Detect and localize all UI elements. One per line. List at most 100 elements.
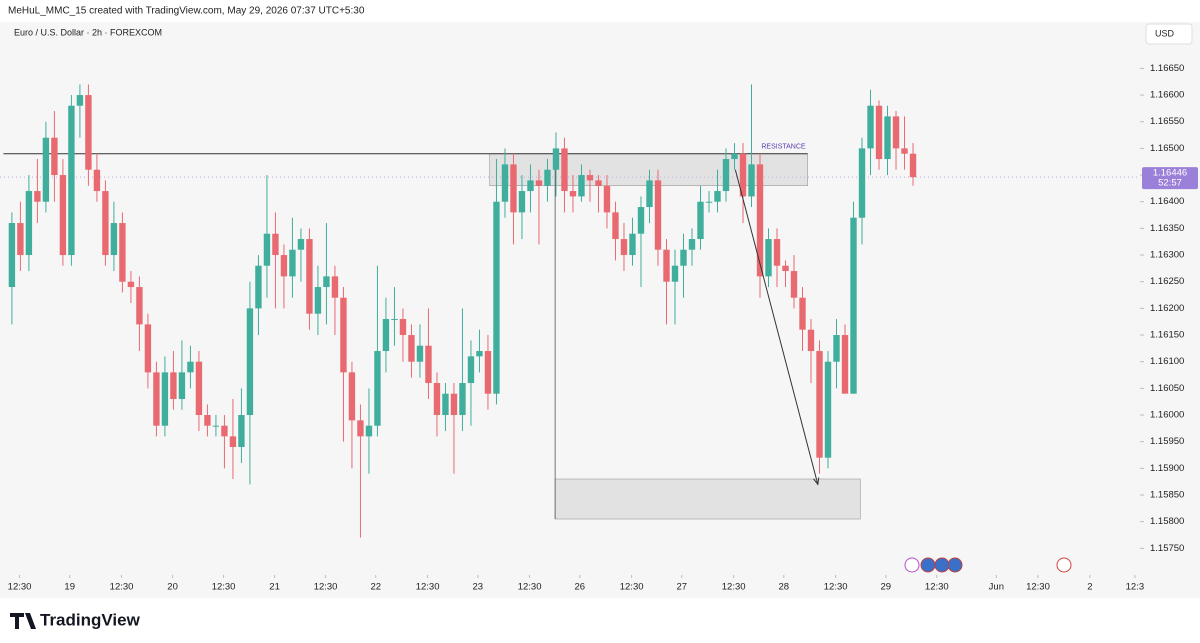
y-tick-label: 1.16000	[1150, 410, 1184, 421]
candle-body	[450, 393, 458, 416]
candle-body	[68, 105, 75, 256]
candle-body	[841, 335, 849, 394]
zone	[554, 478, 861, 520]
candle-body	[501, 164, 509, 202]
candle-body	[586, 175, 594, 181]
resistance-label: RESISTANCE	[761, 144, 806, 151]
candle-body	[578, 175, 585, 197]
candle-body	[255, 265, 262, 309]
x-tick-label: 22	[370, 582, 381, 593]
candle-body	[603, 185, 611, 213]
countdown: 52:57	[1158, 178, 1182, 189]
brand: TradingView	[40, 610, 141, 629]
candle-body	[34, 191, 41, 202]
candle-body	[246, 308, 254, 416]
currency-box[interactable]	[1145, 23, 1193, 45]
candle-body	[595, 180, 602, 186]
candle-body	[816, 351, 823, 458]
candle-body	[382, 319, 390, 352]
x-tick-label: 12:30	[314, 582, 338, 593]
candle-body	[807, 329, 815, 352]
candle-body	[314, 287, 322, 314]
candle-body	[280, 255, 288, 277]
candle-body	[858, 148, 866, 218]
x-tick-label: 12:30	[416, 582, 440, 593]
candle-body	[850, 217, 857, 394]
candle-body	[875, 105, 883, 160]
candle-body	[187, 361, 194, 373]
candle-body	[748, 164, 755, 197]
candle-body	[671, 265, 679, 282]
candle-body	[459, 383, 466, 416]
candle-body	[51, 137, 58, 176]
candle-body	[153, 372, 160, 426]
y-tick-label: 1.15950	[1150, 436, 1184, 447]
candle-body	[765, 239, 772, 277]
candle-body	[365, 425, 373, 437]
y-tick-label: 1.15800	[1150, 516, 1184, 527]
candle-body	[637, 207, 645, 234]
candle-body	[799, 297, 806, 330]
candle-body	[391, 319, 398, 321]
candle-body	[340, 297, 347, 373]
last-price-box	[1142, 167, 1198, 190]
candle-body	[901, 148, 908, 154]
y-tick-label: 1.16600	[1150, 90, 1184, 101]
candle-body	[629, 233, 636, 256]
candle-body	[731, 153, 738, 160]
candle-body	[229, 436, 237, 448]
candle-body	[884, 116, 891, 160]
candle-body	[263, 233, 271, 266]
candle-body	[119, 223, 126, 282]
candle-body	[425, 345, 432, 384]
candle-body	[221, 425, 228, 437]
candle-body	[646, 180, 653, 208]
currency[interactable]: USD	[1155, 28, 1175, 38]
candle-body	[42, 137, 50, 202]
candle-body	[374, 351, 381, 426]
candle-body	[552, 148, 560, 170]
candle-body	[408, 335, 415, 362]
candle-body	[527, 180, 534, 192]
x-tick-label: 21	[269, 582, 280, 593]
candle-body	[909, 153, 917, 178]
candle-body	[76, 95, 84, 106]
x-tick-label: 19	[64, 582, 75, 593]
candle-body	[561, 148, 568, 192]
y-tick-label: 1.16300	[1150, 250, 1184, 261]
candle-body	[170, 372, 177, 400]
candle-body	[484, 351, 492, 394]
x-tick-label: 12:30	[8, 582, 32, 593]
candle-body	[161, 372, 169, 426]
logo-mark	[10, 613, 36, 629]
candle-body	[467, 356, 475, 384]
candle-body	[25, 191, 33, 256]
chart-title: Euro / U.S. Dollar · 2h · FOREXCOM	[14, 27, 162, 37]
y-tick-label: 1.15850	[1150, 490, 1184, 501]
candle-body	[518, 191, 526, 213]
x-tick-label: 20	[167, 582, 178, 593]
candle-body	[144, 324, 152, 373]
x-tick-label: 12:30	[722, 582, 746, 593]
candle-body	[867, 105, 874, 149]
x-tick-label: 12:3	[1126, 582, 1145, 593]
candle-body	[178, 372, 186, 400]
candle-body	[569, 191, 577, 197]
candle-body	[697, 201, 704, 240]
candle-body	[714, 191, 721, 202]
y-tick-label: 1.16550	[1150, 116, 1184, 127]
candle-body	[348, 372, 356, 421]
candle-body	[544, 169, 551, 186]
header: MeHuL_MMC_15 created with TradingView.co…	[8, 6, 365, 17]
candle-body	[289, 249, 296, 277]
arrow-head	[813, 477, 820, 486]
x-tick-label: 23	[472, 582, 483, 593]
y-tick-label: 1.15900	[1150, 463, 1184, 474]
candle-body	[680, 249, 687, 266]
candle-body	[102, 191, 109, 256]
candle-body	[127, 281, 135, 288]
candle-body	[790, 271, 798, 298]
candle-body	[85, 95, 92, 170]
candle-body	[272, 233, 279, 256]
